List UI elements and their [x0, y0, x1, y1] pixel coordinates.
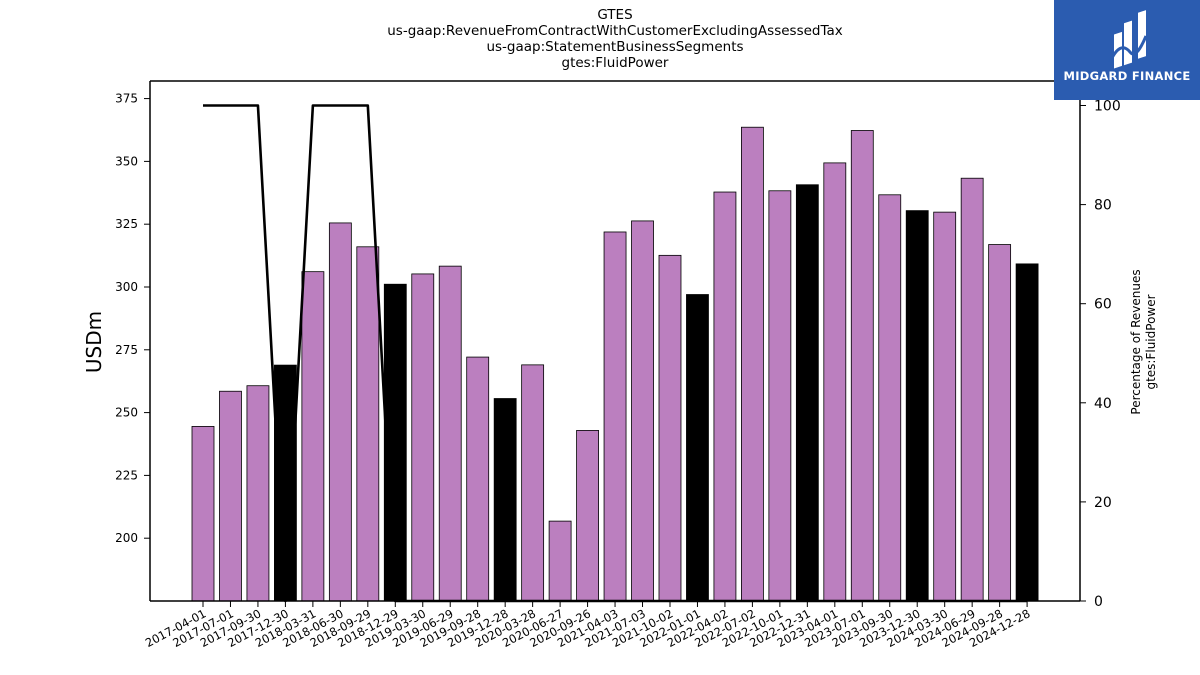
y2-tick-label-100: 100: [1094, 99, 1121, 115]
bar-2018-06-30: [328, 222, 352, 602]
y2-tick-label-80: 80: [1094, 198, 1112, 214]
bar-2021-04-03: [603, 231, 627, 602]
bar-2024-12-28: [1015, 263, 1039, 602]
chart-title-line-4: gtes:FluidPower: [561, 55, 669, 71]
y-tick-label-275: 275: [115, 343, 138, 357]
bar-2021-10-02: [658, 254, 682, 602]
brand-name: MIDGARD FINANCE: [1063, 69, 1191, 83]
bar-2023-04-01: [823, 162, 847, 602]
chart-title: GTES us-gaap:RevenueFromContractWithCust…: [150, 7, 1080, 71]
y-axis-label: USDm: [82, 311, 106, 373]
bar-2020-03-28: [521, 364, 545, 602]
y-tick-label-325: 325: [115, 217, 138, 231]
bar-2019-06-29: [438, 265, 462, 602]
bar-2019-12-28: [493, 398, 517, 602]
y-tick-label-300: 300: [115, 280, 138, 294]
bar-2024-03-30: [933, 211, 957, 602]
bar-2019-03-30: [411, 273, 435, 602]
y2-axis-label-line-1: Percentage of Revenues: [1129, 269, 1143, 414]
y2-tick-label-60: 60: [1094, 297, 1112, 313]
bar-2023-07-01: [850, 130, 874, 602]
bar-2017-04-01: [191, 426, 215, 602]
bar-2019-09-28: [466, 356, 490, 602]
y2-tick-label-0: 0: [1094, 594, 1103, 610]
y-tick-label-350: 350: [115, 154, 138, 168]
bar-2022-12-31: [795, 184, 819, 602]
y-tick-label-375: 375: [115, 92, 138, 106]
y-tick-label-250: 250: [115, 406, 138, 420]
midgard-logo-icon: [1108, 10, 1148, 69]
bar-2022-07-02: [741, 126, 764, 602]
bar-2022-10-01: [768, 190, 792, 602]
bar-2023-09-30: [878, 194, 902, 602]
y2-axis-ticks: 0 20 40 60 80 100: [1080, 99, 1121, 610]
y-axis-ticks: 200 225 250 275 300 325 350 375: [115, 92, 150, 545]
chart-title-line-3: us-gaap:StatementBusinessSegments: [486, 39, 744, 55]
bars-group: [191, 126, 1039, 602]
chart-title-line-1: GTES: [597, 7, 633, 23]
chart-title-line-2: us-gaap:RevenueFromContractWithCustomerE…: [387, 23, 843, 39]
bar-2023-12-30: [905, 210, 929, 602]
bar-2020-09-26: [576, 430, 599, 602]
y2-tick-label-40: 40: [1094, 396, 1112, 412]
bar-2017-09-30: [246, 385, 270, 602]
bar-2018-03-31: [301, 271, 325, 602]
bar-2022-01-01: [686, 294, 709, 602]
bar-2024-09-28: [988, 244, 1012, 602]
bar-2017-07-01: [219, 390, 242, 602]
bar-2018-09-29: [356, 246, 380, 602]
bar-2021-07-03: [631, 220, 654, 602]
y2-tick-label-20: 20: [1094, 495, 1112, 511]
y-tick-label-225: 225: [115, 468, 138, 482]
y2-axis-label-line-2: gtes:FluidPower: [1144, 294, 1158, 389]
bar-2024-06-29: [960, 177, 984, 602]
brand-logo: MIDGARD FINANCE: [1054, 0, 1200, 100]
bar-2022-04-02: [713, 191, 737, 602]
y-tick-label-200: 200: [115, 531, 138, 545]
x-axis-ticks: 2017-04-012017-07-012017-09-302017-12-30…: [143, 601, 1033, 650]
bar-2020-06-27: [548, 520, 572, 602]
